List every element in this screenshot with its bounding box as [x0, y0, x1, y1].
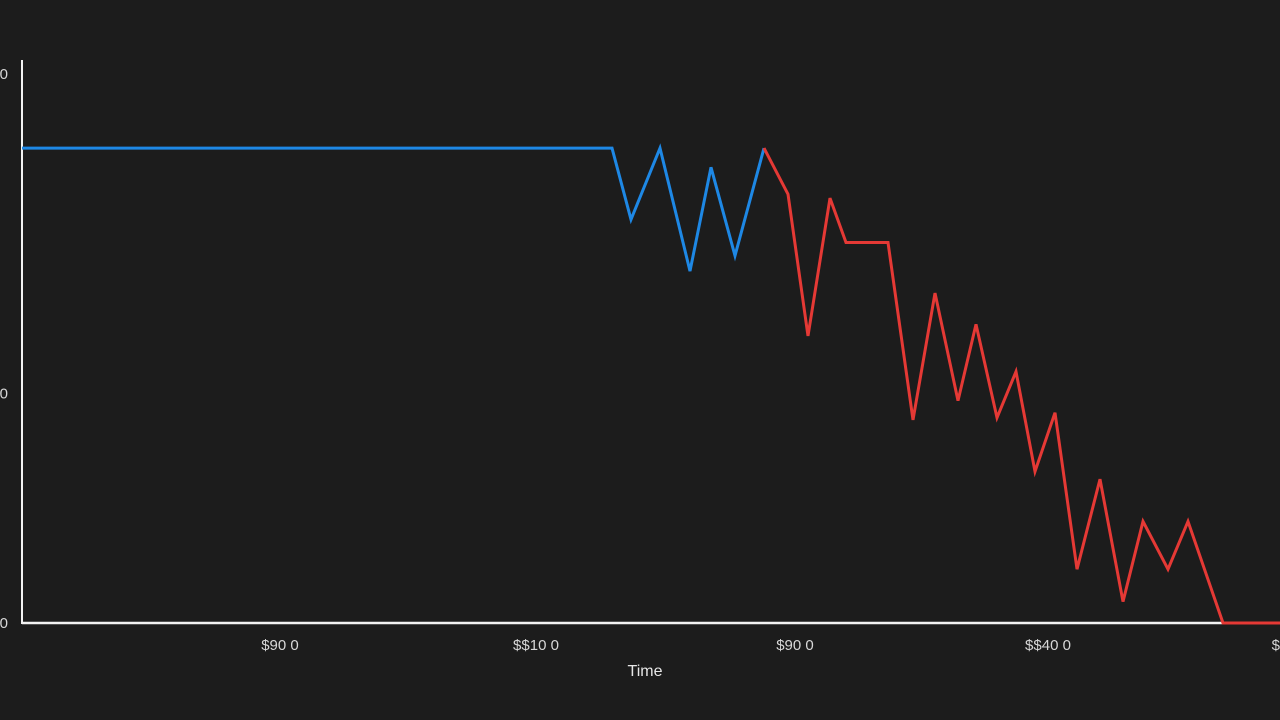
x-tick-label: $$40 0	[1025, 637, 1071, 654]
x-axis-title: Time	[628, 663, 663, 680]
y-tick-label: 0	[0, 386, 8, 403]
y-tick-label: 0	[0, 66, 8, 83]
x-tick-label: $90 0	[261, 637, 299, 654]
axes	[21, 60, 1280, 625]
series-line-1	[22, 143, 766, 272]
y-tick-labels: 0 0 0	[0, 66, 8, 632]
x-tick-labels: $90 0 $$10 0 $90 0 $$40 0 $	[261, 637, 1280, 654]
x-tick-label: $90 0	[776, 637, 814, 654]
series-layer	[22, 143, 1280, 625]
x-tick-label: $	[1272, 637, 1280, 654]
y-tick-label: 0	[0, 615, 8, 632]
x-tick-label: $$10 0	[513, 637, 559, 654]
series-line-2	[762, 147, 1280, 625]
